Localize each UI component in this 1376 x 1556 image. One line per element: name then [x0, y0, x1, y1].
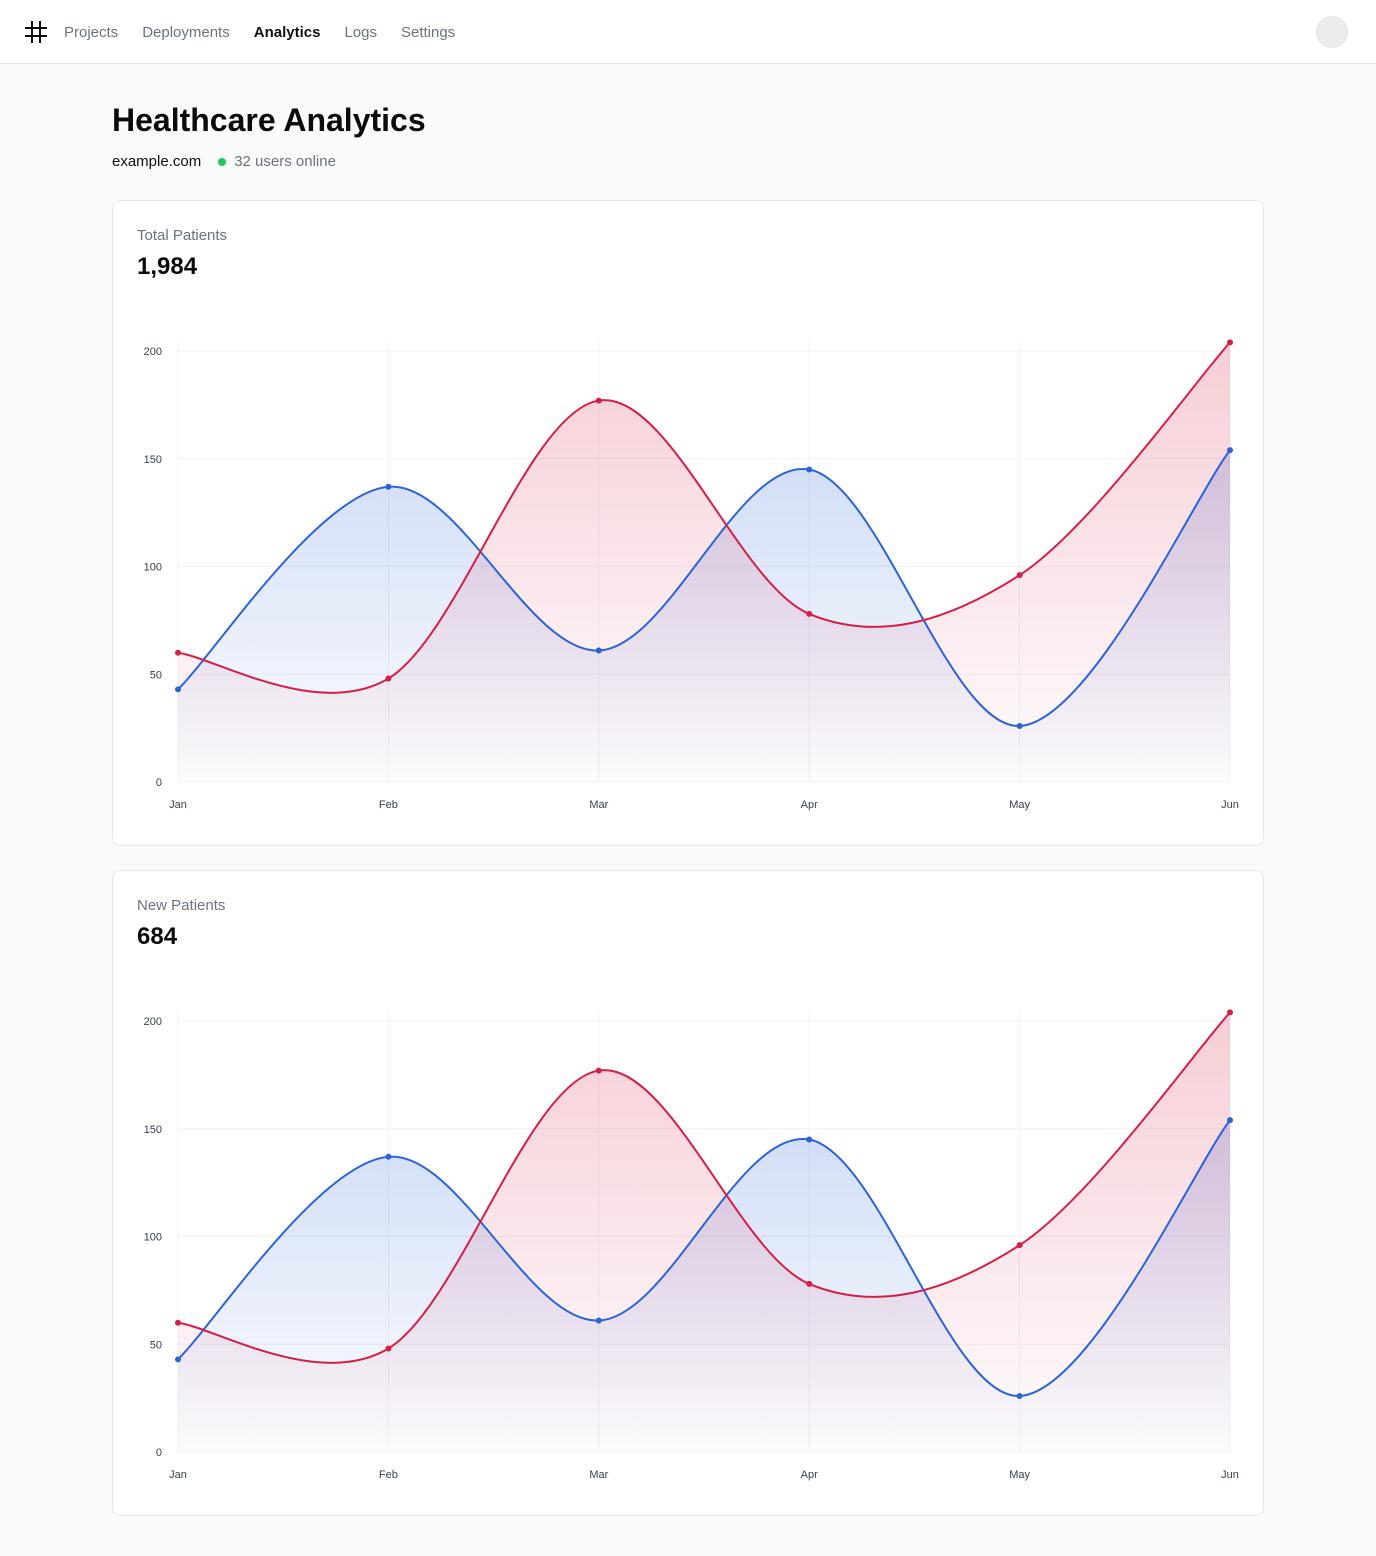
x-tick-label: Mar [589, 1469, 608, 1481]
series-area-1 [178, 1012, 1230, 1452]
x-tick-label: Jan [169, 799, 187, 811]
y-tick-label: 150 [144, 454, 162, 466]
data-point[interactable] [806, 610, 813, 617]
nav-item-projects[interactable]: Projects [64, 23, 119, 41]
data-point[interactable] [595, 1067, 602, 1074]
data-point[interactable] [385, 483, 392, 490]
y-tick-label: 0 [156, 1447, 162, 1459]
top-navigation-bar: Projects Deployments Analytics Logs Sett… [0, 0, 1376, 64]
y-tick-label: 50 [150, 669, 162, 681]
series-line-1 [177, 1011, 1231, 1364]
card-value: 684 [137, 923, 178, 950]
data-point[interactable] [1227, 447, 1233, 454]
total-patients-card: Total Patients 1,984 0 50 100 150 200 Jan Feb M… [112, 200, 1264, 846]
y-tick-label: 200 [144, 1016, 162, 1028]
x-tick-label: Feb [379, 799, 398, 811]
nav-item-deployments[interactable]: Deployments [142, 23, 230, 41]
data-point[interactable] [175, 649, 181, 656]
data-point[interactable] [1016, 1242, 1023, 1249]
page-header: Healthcare Analytics example.com 32 user… [112, 102, 426, 170]
x-tick-label: Apr [801, 799, 818, 811]
data-point[interactable] [1016, 572, 1023, 579]
new-patients-chart: 0 50 100 150 200 Jan Feb Mar Apr May Jun [144, 1009, 1239, 1481]
data-point[interactable] [595, 1317, 602, 1324]
y-tick-label: 150 [144, 1124, 162, 1136]
data-point[interactable] [385, 675, 392, 682]
data-point[interactable] [806, 1136, 813, 1143]
data-point[interactable] [175, 1356, 181, 1363]
x-tick-label: May [1009, 799, 1030, 811]
data-point[interactable] [1227, 1117, 1233, 1124]
data-point[interactable] [175, 1319, 181, 1326]
hash-logo-icon[interactable] [24, 20, 48, 44]
x-tick-label: Mar [589, 799, 608, 811]
nav-item-logs[interactable]: Logs [344, 23, 377, 41]
card-label: New Patients [137, 897, 226, 914]
series-line-1 [177, 341, 1231, 694]
x-tick-label: Jun [1221, 799, 1239, 811]
data-point[interactable] [385, 1345, 392, 1352]
y-tick-label: 50 [150, 1339, 162, 1351]
data-point[interactable] [595, 397, 602, 404]
page-title: Healthcare Analytics [112, 102, 426, 138]
user-avatar[interactable] [1316, 16, 1348, 48]
data-point[interactable] [595, 647, 602, 654]
page-meta: example.com 32 users online [112, 153, 426, 170]
data-point[interactable] [1016, 722, 1023, 729]
data-point[interactable] [806, 1280, 813, 1287]
x-tick-label: Jun [1221, 1469, 1239, 1481]
online-status-dot-icon [218, 157, 227, 166]
total-patients-chart: 0 50 100 150 200 Jan Feb Mar Apr May Jun [144, 339, 1239, 811]
series-line-0 [177, 1119, 1231, 1397]
data-point[interactable] [1227, 339, 1233, 346]
series-area-1 [178, 342, 1230, 782]
data-point[interactable] [175, 686, 181, 693]
data-point[interactable] [1227, 1009, 1233, 1016]
site-domain: example.com [112, 153, 202, 170]
nav-item-settings[interactable]: Settings [400, 23, 456, 41]
y-tick-label: 0 [156, 777, 162, 789]
x-tick-label: May [1009, 1469, 1030, 1481]
data-point[interactable] [806, 466, 813, 473]
data-point[interactable] [1016, 1392, 1023, 1399]
nav-item-analytics[interactable]: Analytics [253, 23, 321, 41]
x-tick-label: Apr [801, 1469, 818, 1481]
y-tick-label: 200 [144, 346, 162, 358]
x-tick-label: Feb [379, 1469, 398, 1481]
series-line-0 [177, 449, 1231, 727]
card-label: Total Patients [137, 227, 228, 244]
y-tick-label: 100 [144, 1232, 162, 1244]
card-value: 1,984 [137, 253, 198, 280]
main-nav: Projects Deployments Analytics Logs Sett… [64, 0, 455, 64]
online-users-count: 32 users online [234, 153, 336, 170]
new-patients-card: New Patients 684 0 50 100 150 200 Jan Feb Mar Ap… [112, 870, 1264, 1516]
y-tick-label: 100 [144, 562, 162, 574]
x-tick-label: Jan [169, 1469, 187, 1481]
data-point[interactable] [385, 1153, 392, 1160]
